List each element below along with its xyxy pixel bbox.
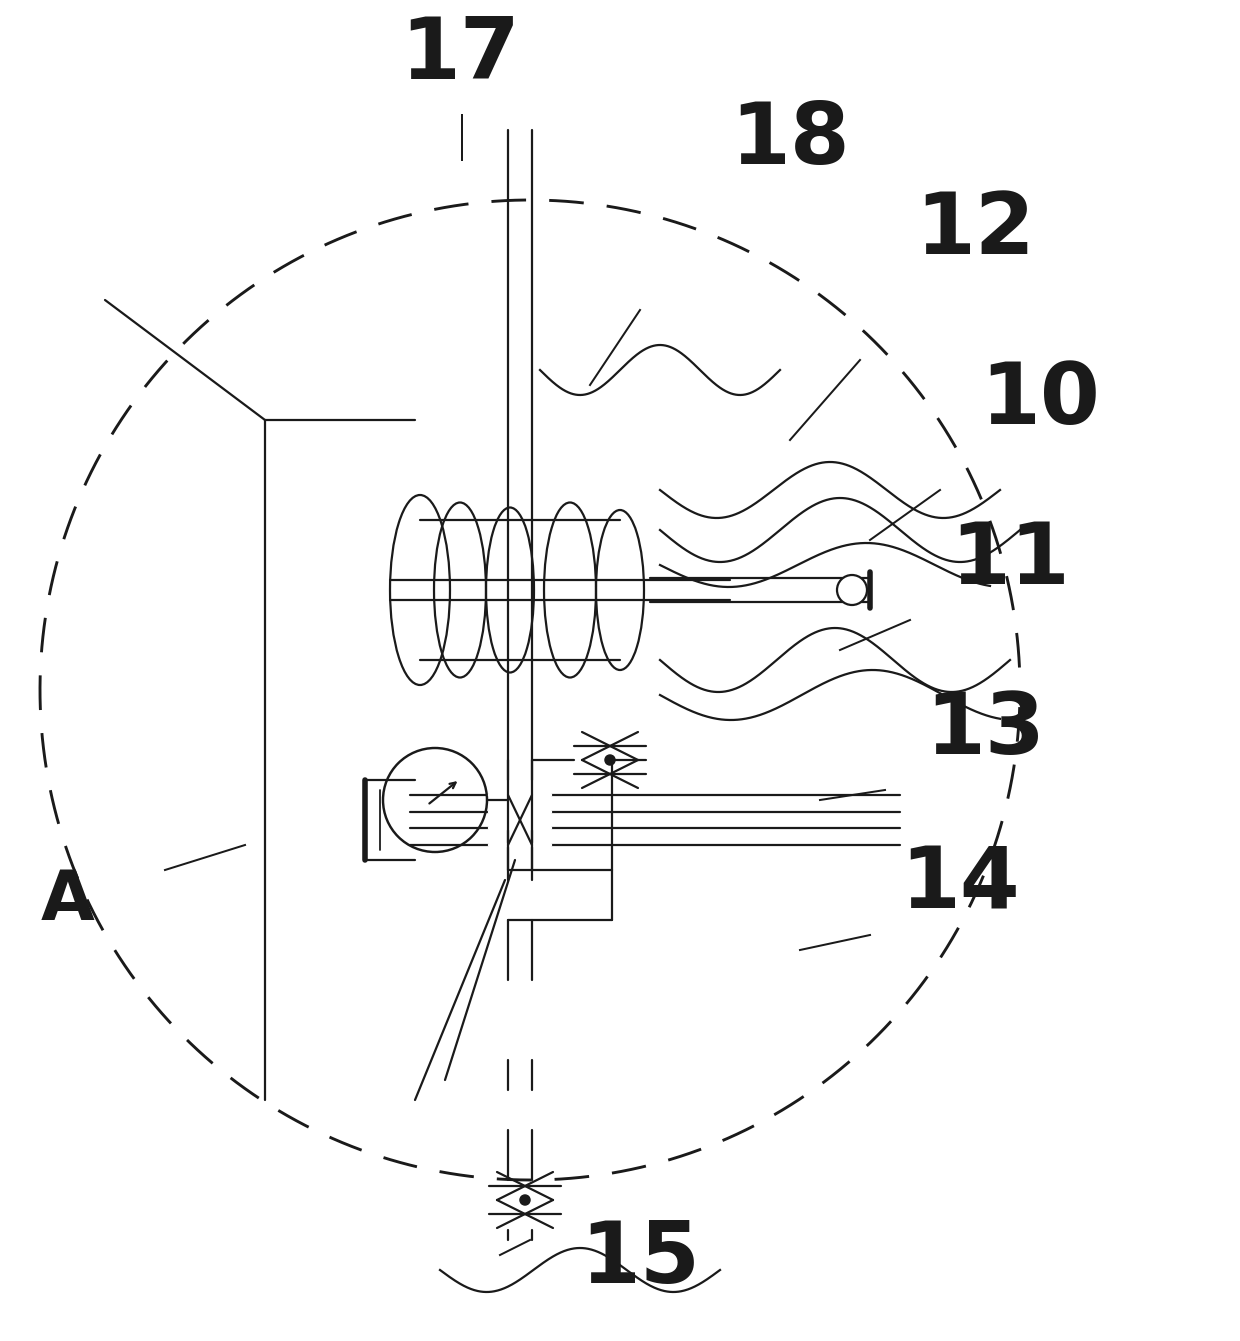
Text: 14: 14 (900, 843, 1019, 927)
Circle shape (605, 755, 615, 764)
Text: 17: 17 (401, 13, 520, 97)
Text: A: A (41, 866, 95, 933)
Text: 10: 10 (980, 358, 1100, 441)
Circle shape (520, 1195, 529, 1206)
Text: 13: 13 (925, 688, 1045, 771)
Text: 15: 15 (580, 1219, 699, 1302)
Circle shape (837, 575, 867, 605)
Text: 12: 12 (915, 189, 1035, 271)
Text: 18: 18 (730, 98, 849, 181)
Text: 11: 11 (950, 519, 1070, 602)
